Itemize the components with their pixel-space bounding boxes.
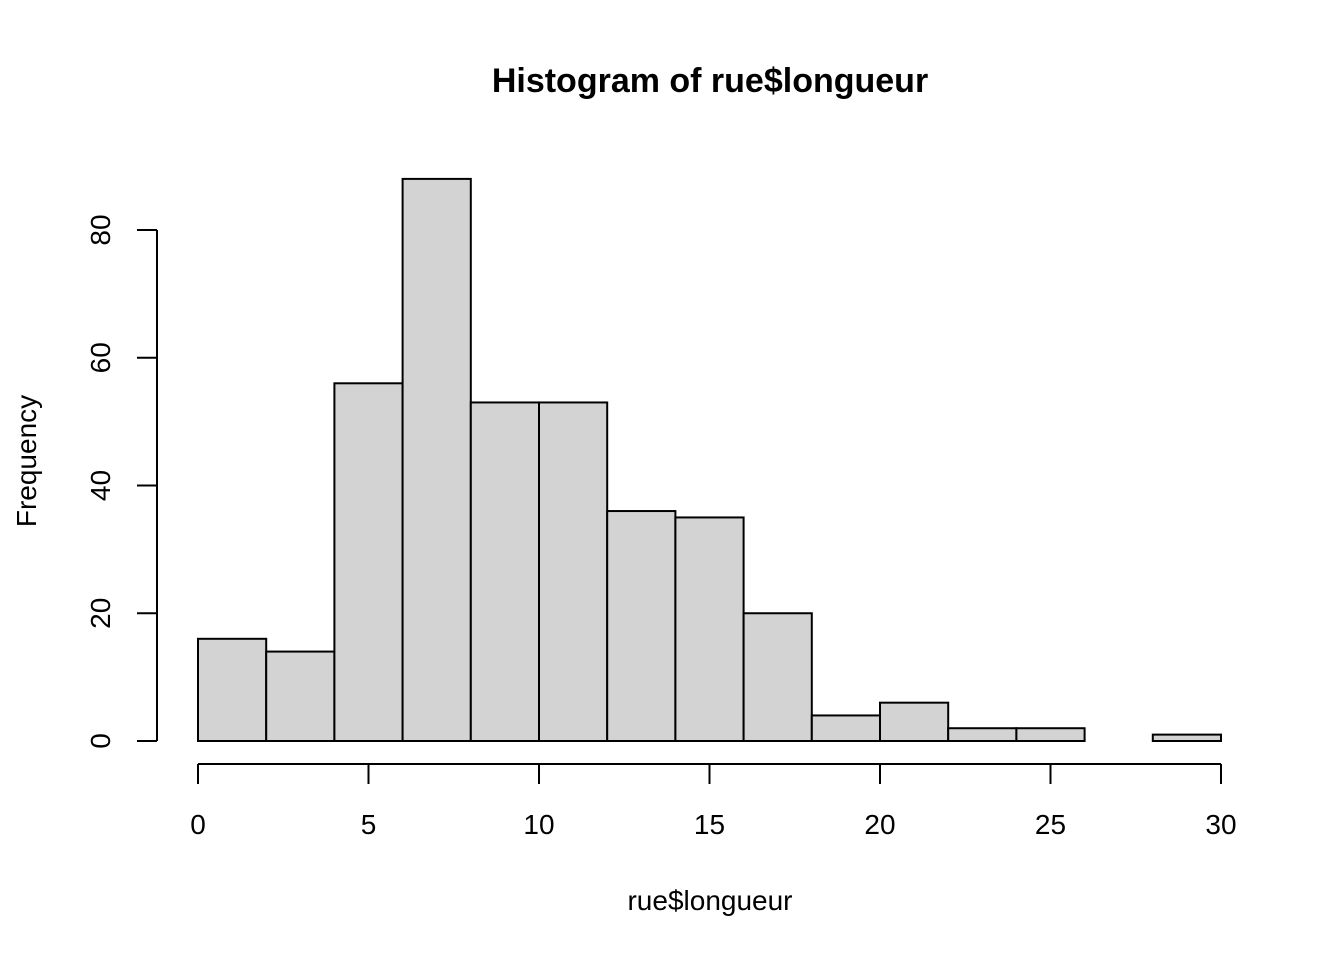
x-tick-label-0: 0 (190, 809, 206, 840)
y-tick-label-0: 0 (85, 733, 116, 749)
histogram-bar-12 (1015, 727, 1086, 742)
histogram-bar-3 (401, 177, 472, 742)
y-tick-label-60: 60 (85, 342, 116, 373)
x-axis-label: rue$longueur (627, 885, 792, 916)
x-tick-label-5: 5 (361, 809, 377, 840)
histogram-bar-0 (197, 637, 268, 742)
histogram-bar-2 (333, 382, 404, 742)
histogram-bar-4 (469, 401, 540, 742)
y-axis-label: Frequency (11, 395, 42, 527)
histogram-bar-9 (810, 714, 881, 743)
x-tick-label-20: 20 (864, 809, 895, 840)
histogram-bar-5 (538, 401, 609, 742)
y-tick-label-40: 40 (85, 470, 116, 501)
chart-title: Histogram of rue$longueur (492, 62, 928, 100)
histogram-bar-6 (606, 510, 677, 742)
x-tick-label-15: 15 (694, 809, 725, 840)
y-tick-label-80: 80 (85, 214, 116, 245)
x-tick-label-10: 10 (523, 809, 554, 840)
bars-group (197, 177, 1223, 743)
histogram-bar-10 (879, 701, 950, 742)
histogram-bar-7 (674, 516, 745, 742)
y-tick-label-20: 20 (85, 598, 116, 629)
histogram-bar-11 (947, 727, 1018, 742)
histogram-bar-1 (265, 650, 336, 743)
x-axis: 0 5 10 15 20 25 30 (190, 763, 1237, 840)
x-tick-label-30: 30 (1205, 809, 1236, 840)
x-tick-label-25: 25 (1035, 809, 1066, 840)
y-axis: 0 20 40 60 80 (85, 214, 158, 749)
histogram-bar-14 (1151, 733, 1223, 742)
histogram-bar-8 (742, 612, 813, 742)
